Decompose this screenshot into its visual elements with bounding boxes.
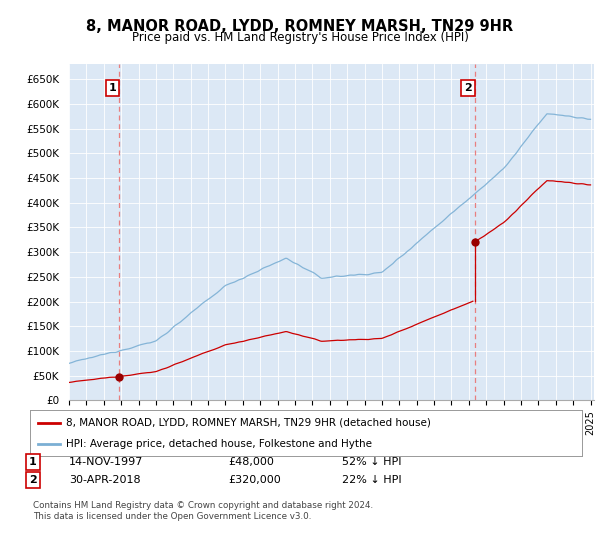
Text: 1: 1 [109, 83, 116, 93]
Text: 8, MANOR ROAD, LYDD, ROMNEY MARSH, TN29 9HR (detached house): 8, MANOR ROAD, LYDD, ROMNEY MARSH, TN29 … [66, 418, 431, 428]
Text: Contains HM Land Registry data © Crown copyright and database right 2024.
This d: Contains HM Land Registry data © Crown c… [33, 501, 373, 521]
Text: 22% ↓ HPI: 22% ↓ HPI [342, 475, 401, 485]
Text: £320,000: £320,000 [228, 475, 281, 485]
Text: 2: 2 [464, 83, 472, 93]
Text: 30-APR-2018: 30-APR-2018 [69, 475, 140, 485]
Text: 2: 2 [29, 475, 37, 485]
Text: £48,000: £48,000 [228, 457, 274, 467]
Text: HPI: Average price, detached house, Folkestone and Hythe: HPI: Average price, detached house, Folk… [66, 439, 372, 449]
Text: 52% ↓ HPI: 52% ↓ HPI [342, 457, 401, 467]
Text: 1: 1 [29, 457, 37, 467]
Text: Price paid vs. HM Land Registry's House Price Index (HPI): Price paid vs. HM Land Registry's House … [131, 31, 469, 44]
Text: 8, MANOR ROAD, LYDD, ROMNEY MARSH, TN29 9HR: 8, MANOR ROAD, LYDD, ROMNEY MARSH, TN29 … [86, 19, 514, 34]
Text: 14-NOV-1997: 14-NOV-1997 [69, 457, 143, 467]
